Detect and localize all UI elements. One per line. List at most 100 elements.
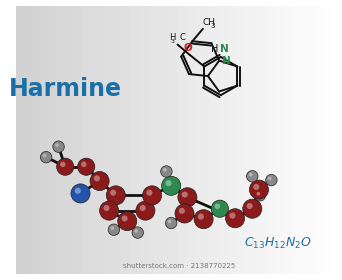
- Circle shape: [182, 192, 188, 198]
- Bar: [228, 6, 237, 274]
- Bar: [73, 6, 82, 274]
- Text: N: N: [222, 56, 231, 66]
- Bar: [154, 6, 163, 274]
- Text: C$_{13}$H$_{12}$N$_{2}$O: C$_{13}$H$_{12}$N$_{2}$O: [244, 235, 312, 251]
- Bar: [220, 6, 229, 274]
- Circle shape: [194, 210, 213, 229]
- Bar: [187, 6, 196, 274]
- Circle shape: [108, 224, 120, 235]
- Circle shape: [162, 176, 181, 195]
- Circle shape: [60, 162, 66, 167]
- Bar: [277, 6, 286, 274]
- Bar: [162, 6, 172, 274]
- Circle shape: [211, 200, 228, 217]
- Circle shape: [110, 226, 114, 230]
- Circle shape: [75, 188, 81, 194]
- Bar: [179, 6, 188, 274]
- Circle shape: [166, 217, 177, 229]
- Circle shape: [268, 177, 272, 180]
- Circle shape: [81, 162, 87, 167]
- Bar: [16, 6, 25, 274]
- Circle shape: [229, 213, 236, 219]
- Circle shape: [121, 215, 128, 221]
- Circle shape: [55, 143, 59, 147]
- Circle shape: [166, 180, 172, 186]
- Circle shape: [90, 171, 109, 191]
- Text: 3: 3: [171, 39, 175, 44]
- Text: H: H: [169, 33, 176, 42]
- Bar: [89, 6, 98, 274]
- Bar: [236, 6, 245, 274]
- Text: Harmine: Harmine: [9, 77, 122, 101]
- Circle shape: [103, 205, 109, 211]
- Circle shape: [215, 204, 220, 209]
- Bar: [310, 6, 318, 274]
- Bar: [138, 6, 147, 274]
- Text: shutterstock.com · 2138770225: shutterstock.com · 2138770225: [123, 263, 235, 269]
- Bar: [301, 6, 310, 274]
- Circle shape: [146, 190, 153, 196]
- Bar: [326, 6, 335, 274]
- Circle shape: [134, 229, 138, 233]
- Circle shape: [168, 220, 171, 223]
- Bar: [65, 6, 74, 274]
- Circle shape: [94, 175, 100, 181]
- Text: CH: CH: [203, 18, 216, 27]
- Circle shape: [256, 192, 260, 196]
- Bar: [105, 6, 115, 274]
- Bar: [81, 6, 90, 274]
- Text: 3: 3: [211, 23, 215, 29]
- Bar: [32, 6, 41, 274]
- Circle shape: [179, 208, 185, 214]
- Circle shape: [136, 201, 155, 220]
- Bar: [268, 6, 278, 274]
- Bar: [171, 6, 180, 274]
- Circle shape: [140, 205, 146, 211]
- Circle shape: [106, 186, 126, 205]
- Circle shape: [163, 168, 167, 172]
- Circle shape: [57, 158, 74, 175]
- Text: C: C: [180, 33, 185, 42]
- Text: O: O: [184, 43, 193, 53]
- Bar: [146, 6, 155, 274]
- Circle shape: [161, 166, 172, 177]
- Circle shape: [143, 186, 162, 205]
- Circle shape: [178, 188, 197, 207]
- Circle shape: [53, 141, 64, 152]
- Bar: [56, 6, 66, 274]
- Bar: [130, 6, 139, 274]
- Bar: [122, 6, 131, 274]
- Circle shape: [118, 212, 137, 231]
- Bar: [40, 6, 49, 274]
- Circle shape: [247, 203, 253, 209]
- Text: H: H: [211, 44, 218, 54]
- Bar: [48, 6, 57, 274]
- Bar: [317, 6, 327, 274]
- Bar: [334, 6, 342, 274]
- Circle shape: [249, 180, 268, 199]
- Circle shape: [100, 201, 119, 220]
- Circle shape: [266, 174, 277, 186]
- Bar: [285, 6, 294, 274]
- Circle shape: [78, 158, 95, 175]
- Bar: [24, 6, 33, 274]
- Bar: [195, 6, 204, 274]
- Circle shape: [110, 190, 116, 196]
- Circle shape: [132, 227, 144, 238]
- Circle shape: [249, 173, 252, 176]
- Bar: [260, 6, 269, 274]
- Circle shape: [40, 151, 52, 163]
- Circle shape: [226, 209, 245, 228]
- Circle shape: [243, 199, 262, 218]
- Circle shape: [247, 171, 258, 182]
- Circle shape: [254, 190, 266, 201]
- Bar: [114, 6, 123, 274]
- Circle shape: [43, 154, 47, 157]
- Circle shape: [71, 184, 90, 203]
- Circle shape: [198, 213, 204, 220]
- Bar: [252, 6, 261, 274]
- Bar: [211, 6, 221, 274]
- Circle shape: [253, 184, 259, 190]
- Bar: [203, 6, 212, 274]
- Text: N: N: [220, 44, 229, 54]
